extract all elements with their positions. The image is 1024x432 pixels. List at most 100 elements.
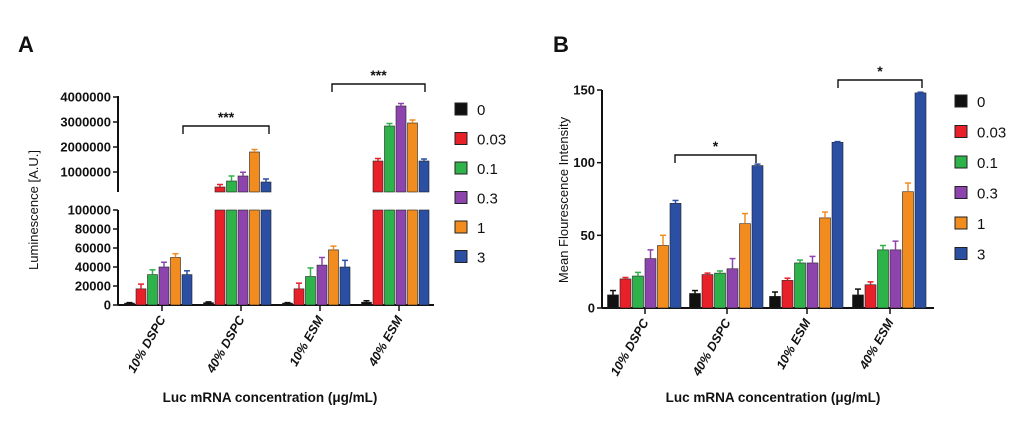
y-tick-label: 4000000: [60, 90, 111, 105]
legend-label: 0: [477, 102, 485, 119]
bar-lower-segment: [260, 209, 272, 306]
legend-swatch: [454, 220, 468, 234]
bar: [607, 294, 619, 309]
bar-lower-segment: [237, 209, 249, 306]
bar-lower-segment: [249, 209, 260, 306]
panel-b: 0 50 100 150 10% DSPC 40% DSPC 10% ESM 40% ESM 0…: [573, 63, 1006, 379]
legend-swatch: [454, 250, 468, 263]
bar: [293, 288, 305, 306]
legend-swatch: [954, 247, 968, 260]
significance-label: *: [877, 63, 883, 79]
bar: [181, 274, 193, 306]
bar-upper-segment: [372, 160, 384, 193]
bar: [632, 275, 644, 309]
bar-upper-segment: [214, 186, 226, 193]
legend-swatch: [954, 186, 968, 199]
significance-bracket: [182, 125, 270, 134]
bar: [669, 203, 682, 309]
bar: [726, 268, 739, 309]
bar-upper-segment: [249, 151, 260, 193]
bar-upper-segment: [407, 122, 418, 193]
legend-swatch: [954, 216, 968, 230]
bar: [657, 245, 669, 309]
legend-swatch: [454, 191, 468, 204]
legend-label: 0.1: [477, 161, 498, 178]
bar-lower-segment: [372, 209, 384, 306]
bar: [877, 249, 889, 309]
legend-label: 1: [977, 216, 985, 233]
x-tick-label: 10% DSPC: [125, 313, 169, 376]
bar: [316, 264, 328, 306]
legend-label: 0.3: [977, 186, 998, 203]
legend-label: 3: [477, 250, 485, 267]
bar: [135, 288, 147, 306]
x-axis-title-a: Luc mRNA concentration (μg/mL): [163, 390, 378, 405]
bar: [689, 293, 701, 309]
bar: [124, 302, 135, 306]
bar: [158, 266, 170, 306]
legend-swatch: [454, 161, 468, 175]
y-tick-label: 100000: [68, 203, 111, 218]
significance-label: ***: [370, 67, 387, 83]
y-tick-label: 0: [104, 298, 111, 313]
bar: [714, 272, 726, 309]
significance-label: ***: [218, 109, 235, 125]
x-tick-label: 40% ESM: [365, 313, 406, 370]
legend-label: 0.03: [477, 132, 506, 149]
y-tick-label: 60000: [75, 241, 111, 256]
significance-bracket: [674, 154, 757, 163]
legend-swatch: [454, 102, 468, 116]
legend-label: 3: [977, 247, 985, 264]
legend-swatch: [954, 94, 968, 108]
bar: [203, 302, 214, 306]
x-tick-label: 40% DSPC: [203, 313, 248, 376]
bar-upper-segment: [395, 105, 407, 193]
x-tick-label: 10% ESM: [287, 313, 327, 369]
bar: [619, 278, 632, 309]
legend-swatch: [954, 125, 968, 138]
y-tick-label: 20000: [75, 279, 111, 294]
bar: [305, 276, 316, 306]
bar: [739, 223, 751, 309]
y-tick-label: 2000000: [60, 140, 111, 155]
bar-lower-segment: [407, 209, 418, 306]
bar: [806, 262, 819, 309]
y-tick-label: 0: [588, 301, 595, 316]
panel-a: 0 20000 40000 60000 80000 100000 1000000 200000…: [60, 67, 506, 376]
panel-letter-a: A: [18, 32, 34, 57]
y-tick-label: 150: [573, 83, 595, 98]
significance-label: *: [713, 138, 719, 154]
bar: [147, 274, 158, 306]
bar-lower-segment: [226, 209, 237, 306]
bar: [902, 191, 914, 309]
y-tick-label: 3000000: [60, 115, 111, 130]
bar: [889, 249, 902, 309]
y-tick-label: 80000: [75, 222, 111, 237]
legend-label: 0.1: [977, 155, 998, 172]
x-tick-label: 10% DSPC: [608, 316, 652, 379]
y-axis-title-a: Luminescence [A.U.]: [26, 150, 41, 270]
x-tick-label: 40% DSPC: [689, 316, 734, 379]
legend-swatch: [454, 132, 468, 145]
bar: [644, 258, 657, 309]
x-tick-label: 10% ESM: [774, 316, 814, 372]
bar: [914, 92, 927, 309]
bar: [751, 165, 764, 309]
bar-upper-segment: [237, 175, 249, 193]
y-tick-label: 1000000: [60, 165, 111, 180]
y-tick-label: 40000: [75, 260, 111, 275]
bar: [328, 249, 339, 306]
bar: [361, 301, 372, 306]
bar: [794, 262, 806, 309]
y-tick-label: 50: [581, 228, 595, 243]
significance-bracket: [331, 83, 426, 92]
legend-label: 0: [977, 94, 985, 111]
bar: [831, 142, 844, 309]
legend-swatch: [954, 155, 968, 169]
bar: [701, 274, 714, 309]
bar: [864, 284, 877, 309]
bar: [781, 280, 794, 309]
significance-bracket: [837, 79, 923, 88]
